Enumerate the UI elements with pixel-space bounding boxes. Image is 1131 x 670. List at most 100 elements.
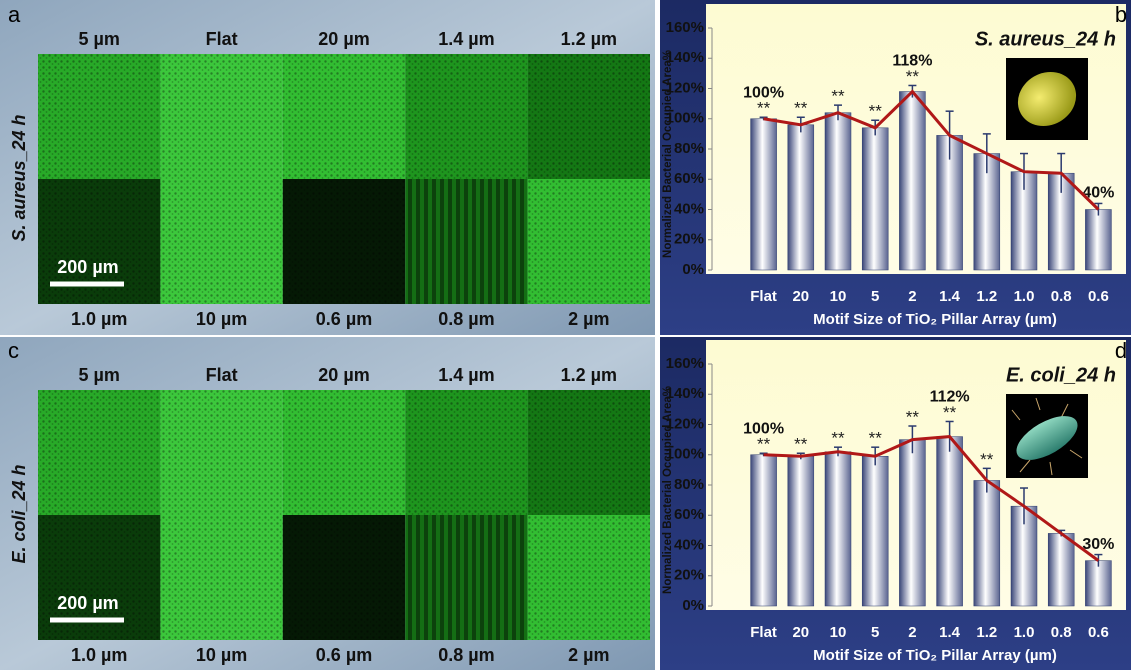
value-label: 100% bbox=[743, 84, 784, 101]
significance-label: ** bbox=[757, 99, 771, 118]
y-tick-label: 160% bbox=[666, 355, 704, 372]
bar bbox=[788, 125, 814, 270]
x-tick-label: 1.0 bbox=[1014, 288, 1035, 305]
image-label: 20 µm bbox=[318, 29, 369, 49]
chart-title: S. aureus_24 h bbox=[975, 28, 1116, 50]
significance-label: ** bbox=[794, 99, 808, 118]
y-axis-label: Normalized Bacterial Occupied Area% bbox=[662, 50, 674, 258]
x-tick-label: 0.8 bbox=[1051, 288, 1072, 305]
micrograph-texture bbox=[528, 390, 650, 515]
x-tick-label: 5 bbox=[871, 288, 879, 305]
micrograph-texture bbox=[160, 54, 282, 179]
x-axis-label: Motif Size of TiO₂ Pillar Array (µm) bbox=[813, 647, 1057, 664]
x-tick-label: 1.4 bbox=[939, 624, 961, 641]
micrograph-texture bbox=[405, 515, 527, 640]
significance-label: ** bbox=[794, 435, 808, 454]
x-tick-label: 20 bbox=[792, 624, 809, 641]
value-label: 30% bbox=[1082, 536, 1114, 553]
y-tick-label: 160% bbox=[666, 19, 704, 36]
x-tick-label: 1.2 bbox=[976, 288, 997, 305]
significance-label: ** bbox=[869, 102, 883, 121]
scale-bar-label: 200 µm bbox=[57, 257, 118, 277]
image-label: 0.6 µm bbox=[316, 645, 372, 665]
bar bbox=[862, 456, 888, 606]
significance-label: ** bbox=[906, 407, 920, 426]
chart-title: E. coli_24 h bbox=[1006, 364, 1116, 386]
panel-letter: d bbox=[1115, 338, 1127, 363]
significance-label: ** bbox=[943, 403, 957, 422]
image-label: 1.0 µm bbox=[71, 645, 127, 665]
figure: a 5 µm Flat 20 µm 1.4 µm 1.2 µm 1.0 µm 10 µm 0.6… bbox=[0, 0, 1131, 670]
bar bbox=[862, 128, 888, 270]
micrograph-texture bbox=[283, 390, 405, 515]
bar bbox=[751, 455, 777, 606]
micrograph-texture bbox=[38, 390, 160, 515]
image-label: 0.6 µm bbox=[316, 309, 372, 329]
x-tick-label: 10 bbox=[830, 288, 847, 305]
bar bbox=[974, 480, 1000, 606]
x-tick-label: 5 bbox=[871, 624, 879, 641]
panel-letter: a bbox=[8, 2, 21, 27]
inset-coccus bbox=[1006, 58, 1088, 140]
bar bbox=[1048, 533, 1074, 606]
micrograph-texture bbox=[160, 390, 282, 515]
x-axis-label: Motif Size of TiO₂ Pillar Array (µm) bbox=[813, 311, 1057, 328]
significance-label: ** bbox=[831, 87, 845, 106]
significance-label: ** bbox=[906, 67, 920, 86]
bar bbox=[899, 440, 925, 606]
micrograph-texture bbox=[160, 179, 282, 304]
image-label: 2 µm bbox=[568, 645, 609, 665]
image-label: 20 µm bbox=[318, 365, 369, 385]
image-label: 1.4 µm bbox=[438, 365, 494, 385]
side-label: E. coli_24 h bbox=[9, 464, 29, 563]
x-tick-label: Flat bbox=[750, 624, 777, 641]
x-tick-label: Flat bbox=[750, 288, 777, 305]
significance-label: ** bbox=[757, 435, 771, 454]
bar bbox=[1085, 210, 1111, 271]
y-tick-label: 60% bbox=[674, 170, 704, 187]
page: a 5 µm Flat 20 µm 1.4 µm 1.2 µm 1.0 µm 10 µm 0.6… bbox=[0, 0, 1131, 670]
inset-rod bbox=[1006, 394, 1088, 478]
side-label: S. aureus_24 h bbox=[9, 114, 29, 241]
y-axis-label: Normalized Bacterial Occupied Area% bbox=[662, 386, 674, 594]
image-label: 1.2 µm bbox=[561, 365, 617, 385]
image-label: 1.2 µm bbox=[561, 29, 617, 49]
x-tick-label: 0.8 bbox=[1051, 624, 1072, 641]
value-label: 100% bbox=[743, 420, 784, 437]
y-tick-label: 0% bbox=[682, 261, 704, 278]
x-tick-label: 2 bbox=[908, 288, 916, 305]
y-tick-label: 80% bbox=[674, 140, 704, 157]
panel-letter: c bbox=[8, 338, 19, 363]
micrograph-texture bbox=[405, 179, 527, 304]
bar bbox=[751, 119, 777, 270]
y-tick-label: 20% bbox=[674, 567, 704, 584]
image-label: 1.0 µm bbox=[71, 309, 127, 329]
micrograph-texture bbox=[283, 54, 405, 179]
bar bbox=[825, 113, 851, 270]
significance-label: ** bbox=[831, 429, 845, 448]
image-label: 10 µm bbox=[196, 645, 247, 665]
y-tick-label: 0% bbox=[682, 597, 704, 614]
y-tick-label: 40% bbox=[674, 200, 704, 217]
micrograph-texture bbox=[528, 179, 650, 304]
y-tick-label: 40% bbox=[674, 536, 704, 553]
x-tick-label: 20 bbox=[792, 288, 809, 305]
image-label: Flat bbox=[206, 365, 238, 385]
value-label: 112% bbox=[930, 389, 970, 406]
bar bbox=[899, 92, 925, 270]
y-tick-label: 20% bbox=[674, 231, 704, 248]
significance-label: ** bbox=[980, 450, 994, 469]
significance-label: ** bbox=[869, 429, 883, 448]
micrograph-texture bbox=[283, 515, 405, 640]
x-tick-label: 1.4 bbox=[939, 288, 961, 305]
image-label: 2 µm bbox=[568, 309, 609, 329]
micrograph-texture bbox=[160, 515, 282, 640]
panel-letter: b bbox=[1115, 2, 1127, 27]
image-label: 10 µm bbox=[196, 309, 247, 329]
micrograph-texture bbox=[528, 54, 650, 179]
y-tick-label: 60% bbox=[674, 506, 704, 523]
micrograph-texture bbox=[38, 54, 160, 179]
image-label: Flat bbox=[206, 29, 238, 49]
image-label: 5 µm bbox=[79, 29, 120, 49]
scale-bar-label: 200 µm bbox=[57, 593, 118, 613]
